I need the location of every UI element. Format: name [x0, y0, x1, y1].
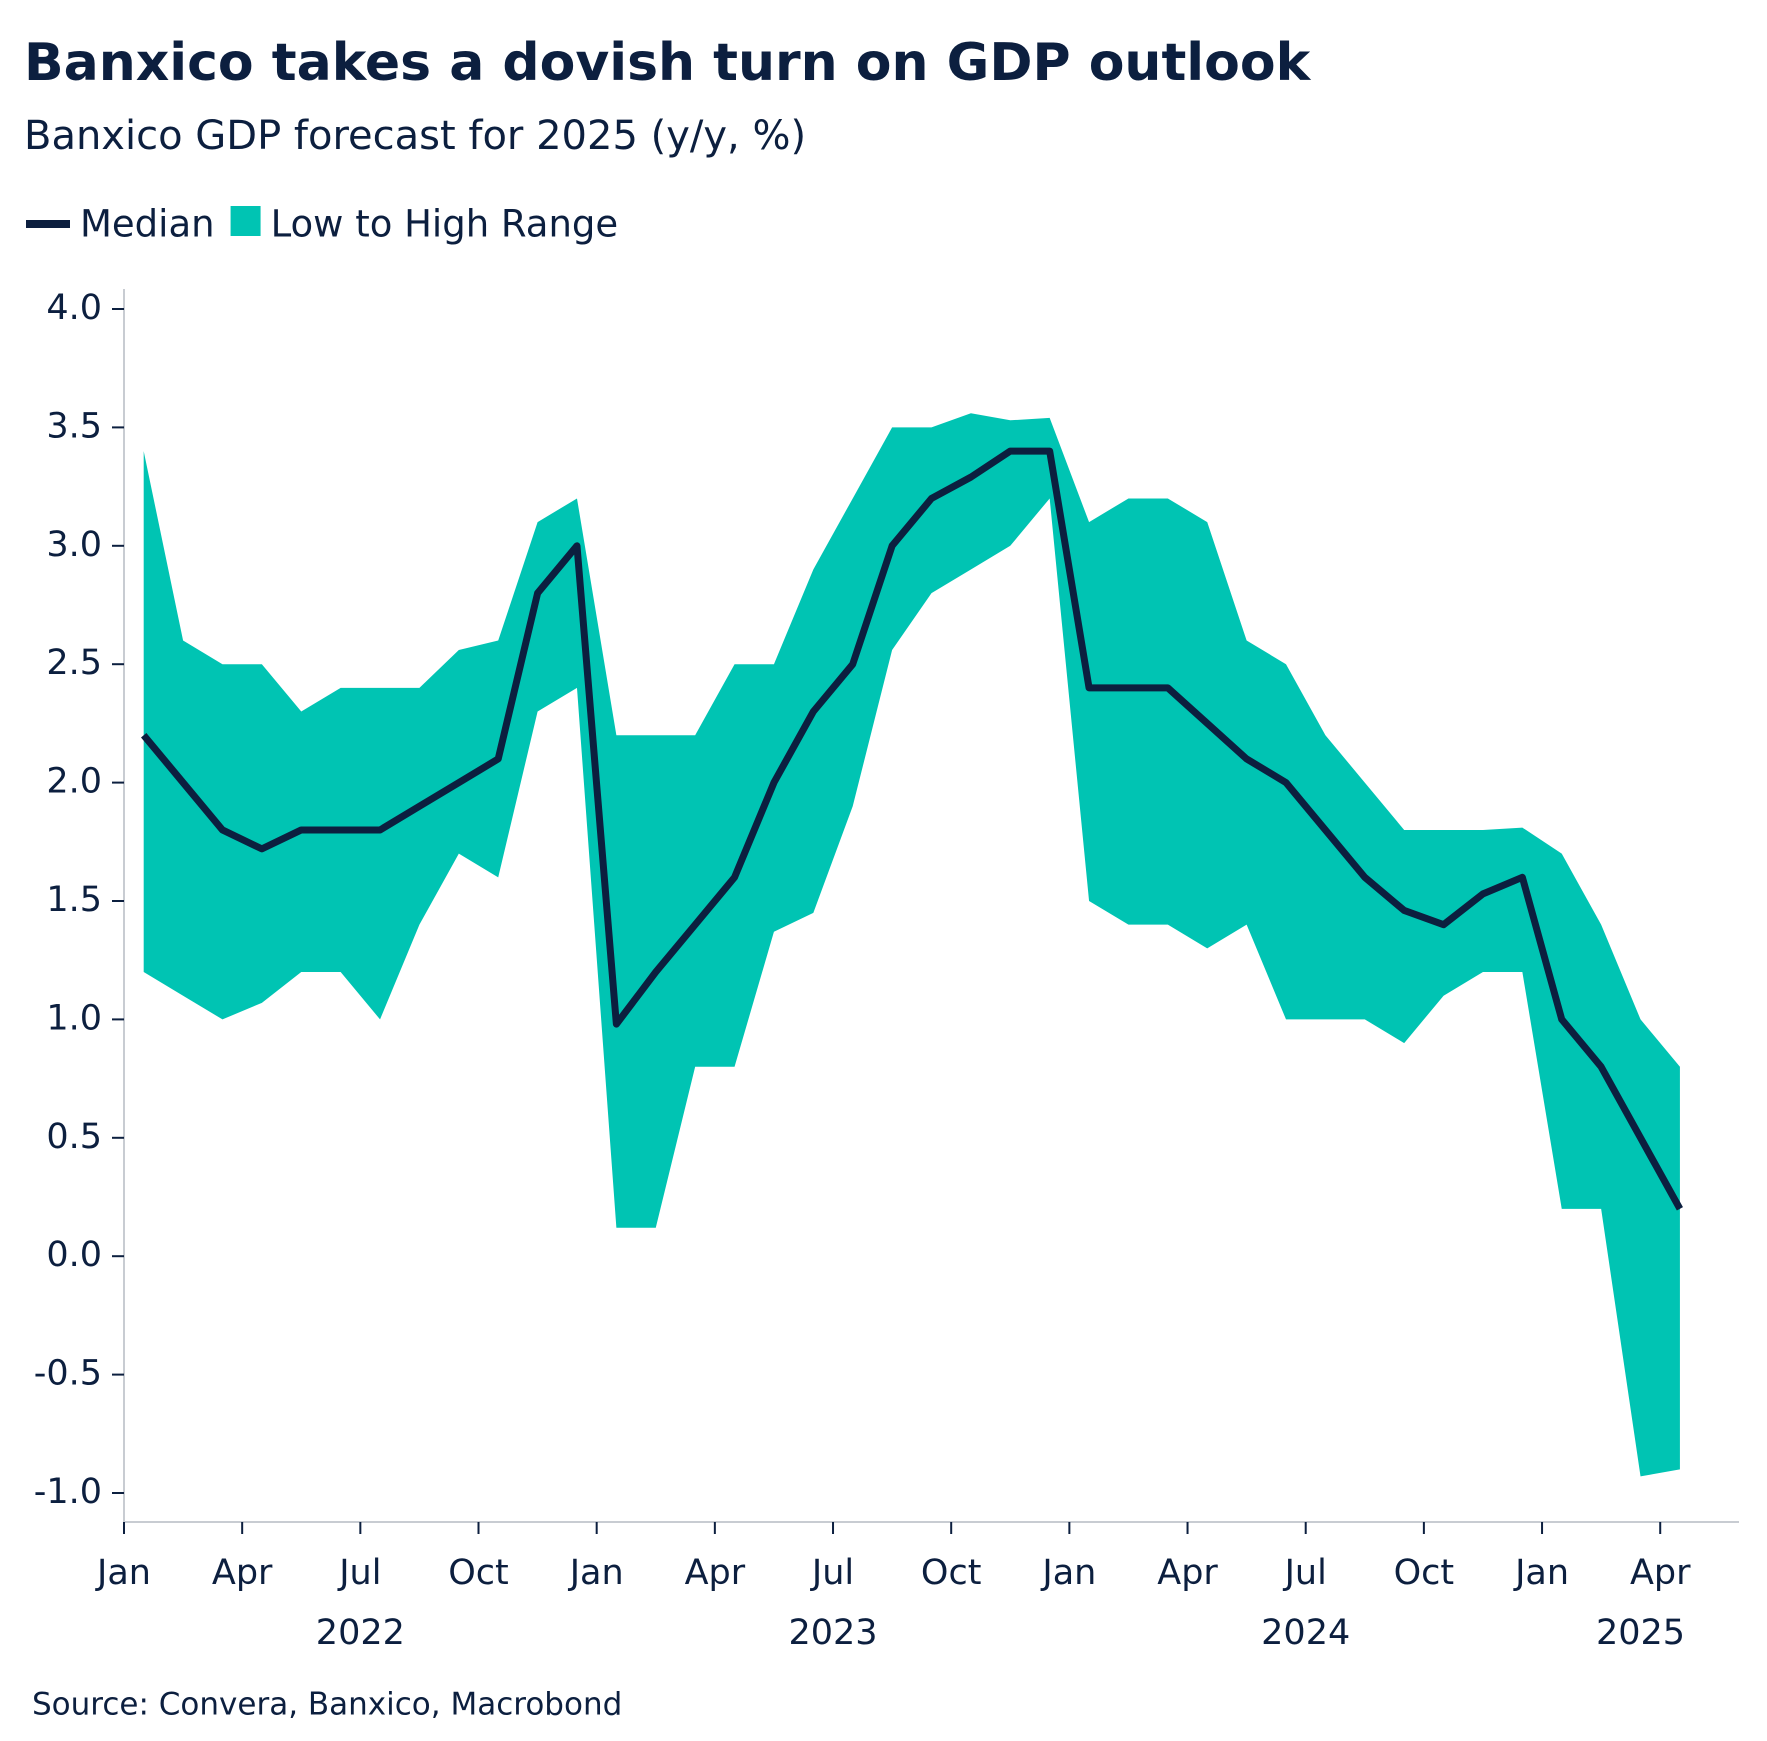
year-label: 2022 [316, 1613, 405, 1653]
year-label: 2025 [1596, 1613, 1685, 1653]
x-tick-label: Apr [1157, 1553, 1218, 1593]
y-tick-label: 2.0 [46, 762, 102, 802]
x-tick-label: Jul [810, 1553, 854, 1593]
x-tick-label: Apr [685, 1553, 746, 1593]
x-tick-label: Oct [448, 1553, 509, 1593]
y-tick-label: 0.5 [46, 1117, 102, 1157]
legend-label: Low to High Range [271, 203, 619, 246]
y-tick-label: -0.5 [34, 1354, 102, 1394]
x-tick-label: Jan [1513, 1553, 1569, 1593]
x-tick-label: Oct [921, 1553, 982, 1593]
y-tick-label: -1.0 [34, 1472, 102, 1512]
range-area [143, 413, 1680, 1477]
y-tick-label: 3.5 [46, 406, 102, 446]
x-tick-label: Jul [1283, 1553, 1327, 1593]
median-line [141, 447, 1683, 1211]
y-tick-label: 0.0 [46, 1235, 102, 1275]
y-tick-label: 2.5 [46, 643, 102, 683]
chart-subtitle: Banxico GDP forecast for 2025 (y/y, %) [24, 113, 806, 159]
x-tick-label: Jul [337, 1553, 381, 1593]
legend-swatch [230, 206, 261, 236]
x-tick-label: Jan [95, 1553, 151, 1593]
y-tick-label: 3.0 [46, 525, 102, 565]
legend-label: Median [80, 203, 215, 246]
x-tick-label: Apr [1630, 1553, 1691, 1593]
year-label: 2023 [788, 1613, 877, 1653]
x-tick-label: Jan [568, 1553, 624, 1593]
y-tick-label: 4.0 [46, 288, 102, 328]
x-tick-label: Oct [1394, 1553, 1455, 1593]
source-note: Source: Convera, Banxico, Macrobond [32, 1687, 622, 1723]
x-tick-label: Jan [1040, 1553, 1096, 1593]
y-tick-label: 1.5 [46, 880, 102, 920]
chart-title: Banxico takes a dovish turn on GDP outlo… [24, 33, 1312, 93]
y-tick-label: 1.0 [46, 998, 102, 1038]
x-tick-label: Apr [212, 1553, 273, 1593]
year-label: 2024 [1261, 1613, 1350, 1653]
